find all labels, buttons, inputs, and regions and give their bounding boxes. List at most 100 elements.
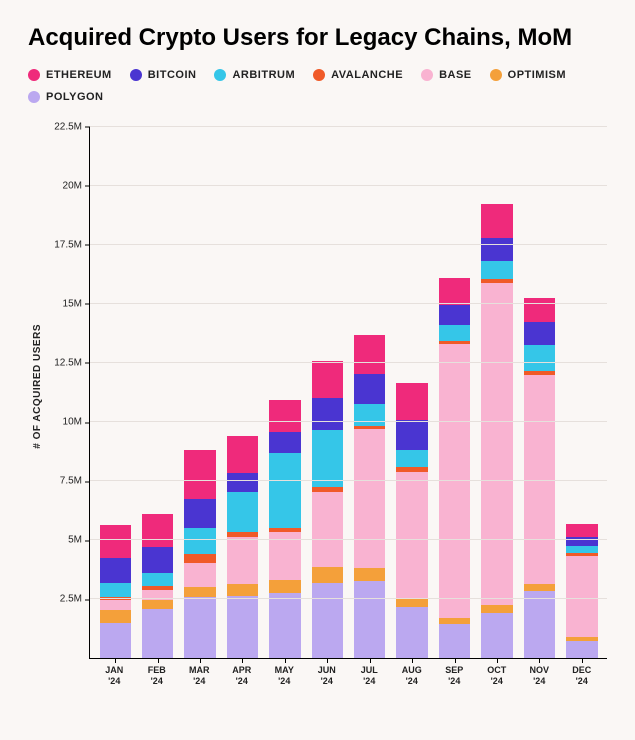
- bar-segment-ethereum: [396, 383, 427, 420]
- bar-segment-arbitrum: [312, 430, 343, 487]
- x-tick-mark: [200, 658, 201, 663]
- legend-label: POLYGON: [46, 91, 104, 103]
- legend-swatch: [130, 69, 142, 81]
- y-tick-label: 22.5M: [54, 121, 90, 132]
- bar-segment-base: [481, 283, 512, 605]
- x-tick-mark: [115, 658, 116, 663]
- bar-segment-base: [396, 472, 427, 600]
- legend-item: ARBITRUM: [214, 69, 295, 81]
- bar-segment-polygon: [269, 593, 300, 658]
- legend-item: OPTIMISM: [490, 69, 566, 81]
- y-tick-label: 5M: [68, 535, 90, 546]
- bar-segment-polygon: [100, 623, 131, 658]
- y-tick-label: 10M: [63, 417, 90, 428]
- gridline: [90, 362, 607, 363]
- bar-segment-bitcoin: [227, 473, 258, 492]
- stacked-bar: [481, 204, 512, 659]
- bar-segment-optimism: [227, 584, 258, 596]
- stacked-bar: [184, 450, 215, 658]
- bar-segment-arbitrum: [481, 261, 512, 279]
- bar-segment-base: [439, 344, 470, 618]
- bar-segment-arbitrum: [227, 492, 258, 532]
- legend: ETHEREUM BITCOIN ARBITRUM AVALANCHE BASE OPTI…: [28, 69, 607, 103]
- stacked-bar: [142, 514, 173, 658]
- bar-column: [221, 127, 263, 658]
- bar-segment-arbitrum: [269, 453, 300, 529]
- bar-segment-polygon: [396, 607, 427, 658]
- x-tick-label: JAN '24: [93, 665, 136, 687]
- x-tick-mark: [327, 658, 328, 663]
- legend-item: BITCOIN: [130, 69, 197, 81]
- bar-column: [179, 127, 221, 658]
- bar-segment-arbitrum: [396, 450, 427, 467]
- x-tick-mark: [285, 658, 286, 663]
- stacked-bar: [100, 525, 131, 658]
- bar-segment-polygon: [312, 583, 343, 659]
- bar-segment-polygon: [227, 596, 258, 659]
- legend-item: BASE: [421, 69, 472, 81]
- gridline: [90, 244, 607, 245]
- y-tick-label: 17.5M: [54, 239, 90, 250]
- gridline: [90, 126, 607, 127]
- x-tick-label: APR '24: [221, 665, 264, 687]
- bar-segment-optimism: [396, 599, 427, 607]
- legend-swatch: [313, 69, 325, 81]
- bar-segment-ethereum: [481, 204, 512, 238]
- x-tick-mark: [497, 658, 498, 663]
- bar-column: [518, 127, 560, 658]
- bars-container: [90, 127, 607, 658]
- bar-segment-optimism: [312, 567, 343, 582]
- bar-segment-polygon: [481, 613, 512, 658]
- bar-column: [136, 127, 178, 658]
- bar-segment-arbitrum: [142, 573, 173, 586]
- x-tick-label: JUN '24: [306, 665, 349, 687]
- legend-item: POLYGON: [28, 91, 104, 103]
- y-tick-label: 20M: [63, 180, 90, 191]
- x-tick-label: AUG '24: [391, 665, 434, 687]
- bar-segment-ethereum: [227, 436, 258, 473]
- bar-segment-bitcoin: [439, 305, 470, 325]
- gridline: [90, 303, 607, 304]
- legend-label: BASE: [439, 69, 472, 81]
- y-tick-label: 15M: [63, 298, 90, 309]
- legend-swatch: [28, 91, 40, 103]
- bar-segment-optimism: [354, 568, 385, 581]
- stacked-bar: [439, 278, 470, 658]
- x-tick-label: JUL '24: [348, 665, 391, 687]
- bar-segment-polygon: [439, 624, 470, 658]
- bar-segment-ethereum: [100, 525, 131, 558]
- bar-segment-arbitrum: [439, 325, 470, 340]
- x-tick-label: OCT '24: [476, 665, 519, 687]
- x-tick-mark: [412, 658, 413, 663]
- bar-segment-bitcoin: [566, 537, 597, 546]
- bar-segment-bitcoin: [269, 432, 300, 453]
- x-tick-label: FEB '24: [136, 665, 179, 687]
- bar-segment-base: [354, 429, 385, 568]
- legend-item: ETHEREUM: [28, 69, 112, 81]
- bar-segment-base: [184, 563, 215, 588]
- bar-column: [349, 127, 391, 658]
- y-tick-label: 2.5M: [60, 594, 90, 605]
- bar-segment-arbitrum: [100, 583, 131, 597]
- x-tick-label: MAY '24: [263, 665, 306, 687]
- bar-segment-bitcoin: [184, 499, 215, 529]
- stacked-bar: [566, 524, 597, 659]
- bar-segment-bitcoin: [524, 322, 555, 346]
- bar-column: [94, 127, 136, 658]
- bar-segment-polygon: [524, 591, 555, 658]
- bar-segment-base: [227, 537, 258, 584]
- legend-label: ARBITRUM: [232, 69, 295, 81]
- bar-segment-arbitrum: [524, 345, 555, 371]
- bar-segment-ethereum: [312, 361, 343, 399]
- stacked-bar: [396, 383, 427, 658]
- bar-segment-optimism: [184, 587, 215, 596]
- bar-segment-optimism: [142, 600, 173, 608]
- bar-segment-optimism: [524, 584, 555, 591]
- bar-segment-base: [100, 600, 131, 609]
- chart: # OF ACQUIRED USERS 2.5M5M7.5M10M12.5M15…: [28, 127, 607, 687]
- bar-segment-ethereum: [142, 514, 173, 547]
- x-tick-mark: [582, 658, 583, 663]
- legend-item: AVALANCHE: [313, 69, 403, 81]
- legend-label: ETHEREUM: [46, 69, 112, 81]
- bar-segment-bitcoin: [100, 558, 131, 583]
